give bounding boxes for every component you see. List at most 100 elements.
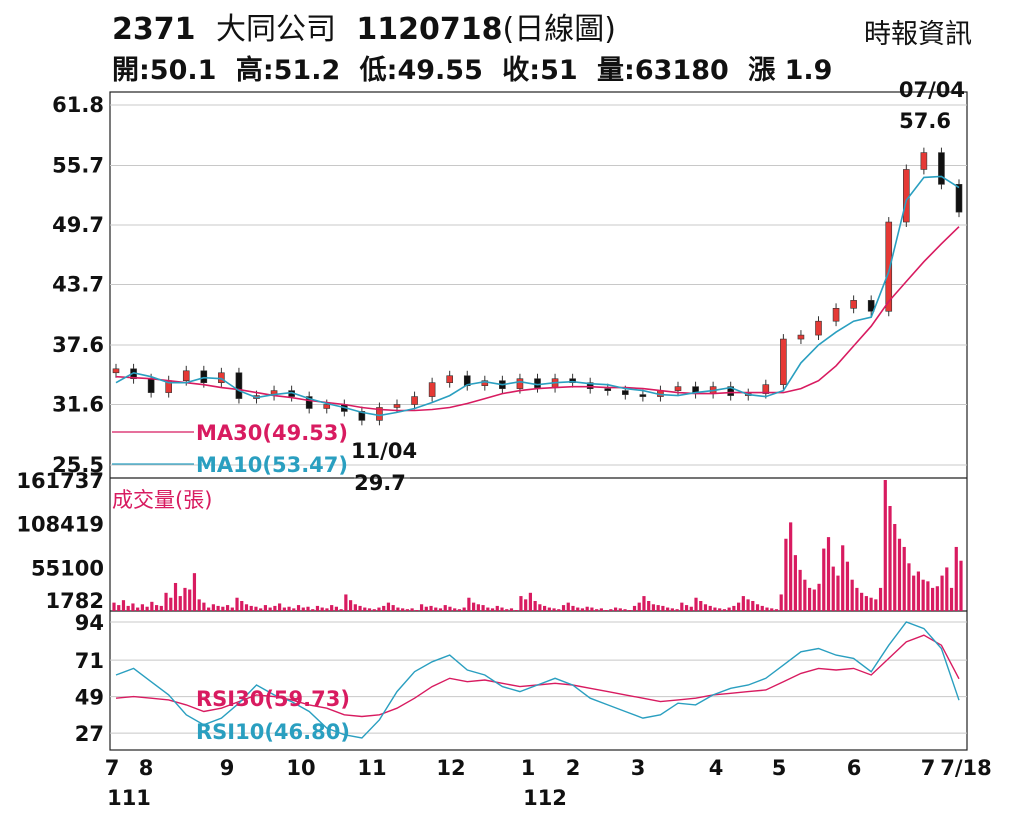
- candle-body: [358, 411, 366, 421]
- x-year-tick-label: 112: [523, 786, 567, 810]
- volume-bar: [509, 608, 514, 611]
- annotation-high-date: 07/04: [899, 78, 965, 102]
- x-month-tick-label: 2: [566, 756, 581, 780]
- candle-body: [569, 378, 576, 383]
- candle-body: [323, 404, 331, 409]
- volume-bar: [415, 610, 419, 611]
- candle-body: [446, 375, 453, 383]
- volume-bar: [580, 608, 585, 611]
- candle-body: [200, 370, 208, 383]
- volume-bar: [112, 602, 116, 611]
- x-month-tick-label: 5: [772, 756, 787, 780]
- volume-bar: [860, 592, 864, 611]
- volume-bar: [225, 605, 230, 611]
- volume-bar: [268, 607, 272, 611]
- volume-bar: [353, 604, 357, 611]
- candle-body: [639, 394, 647, 397]
- volume-bar: [538, 604, 542, 611]
- volume-bar: [902, 546, 906, 611]
- chart-kind: (日線圖): [502, 12, 616, 47]
- volume-bar: [675, 609, 679, 611]
- volume-bar: [348, 600, 353, 611]
- quote-line: 開:50.1 高:51.2 低:49.55 收:51 量:63180 漲 1.9: [112, 48, 842, 87]
- candle-body: [182, 370, 190, 382]
- volume-bar: [330, 605, 334, 611]
- x-month-tick-label: 11: [357, 756, 386, 780]
- volume-bar: [221, 606, 225, 611]
- candle-body: [586, 382, 594, 389]
- candle-body: [376, 407, 383, 421]
- volume-bar: [703, 604, 708, 611]
- volume-bar: [240, 600, 244, 611]
- volume-bar: [798, 569, 802, 611]
- volume-bar: [822, 548, 826, 611]
- volume-bar: [869, 597, 873, 611]
- volume-bar: [282, 607, 286, 611]
- volume-bar: [462, 607, 466, 611]
- ma10-line: [115, 175, 960, 417]
- quote-change: 漲 1.9: [748, 55, 833, 86]
- volume-bar: [136, 607, 140, 611]
- candle-body: [516, 378, 524, 389]
- volume-bar: [661, 605, 665, 611]
- volume-bar: [628, 610, 632, 611]
- volume-bar: [680, 602, 684, 611]
- volume-bar: [481, 605, 485, 611]
- volume-bar: [117, 605, 121, 611]
- volume-bar: [514, 610, 518, 611]
- volume-bar: [770, 608, 774, 611]
- chart-header: 2371 大同公司 1120718(日線圖): [112, 4, 626, 48]
- volume-bar: [656, 605, 660, 611]
- volume-bar: [396, 607, 400, 611]
- volume-bar: [315, 605, 320, 611]
- volume-bar: [812, 589, 816, 611]
- candle-body: [815, 320, 822, 336]
- annotation-high-value: 57.6: [899, 109, 951, 133]
- price-tick-label: 31.6: [52, 393, 104, 417]
- candle-body: [622, 390, 629, 395]
- volume-bar: [173, 582, 178, 611]
- candle-body: [955, 184, 963, 213]
- volume-bar: [334, 606, 338, 611]
- volume-bar: [311, 609, 315, 611]
- rsi-tick-label: 94: [75, 611, 104, 635]
- quote-close: 收:51: [502, 55, 578, 86]
- volume-bar: [131, 603, 135, 611]
- price-tick-label: 61.8: [52, 93, 104, 117]
- volume-bar: [940, 575, 944, 611]
- volume-bar: [154, 605, 159, 611]
- x-month-tick-label: 6: [847, 756, 862, 780]
- price-tick-label: 43.7: [52, 273, 104, 297]
- volume-bar: [524, 599, 528, 611]
- volume-bar: [874, 599, 878, 611]
- volume-bar: [841, 545, 845, 611]
- volume-bar: [926, 581, 930, 611]
- volume-bar: [211, 604, 215, 611]
- volume-bar: [363, 607, 367, 611]
- volume-bar: [931, 587, 935, 611]
- volume-bar: [831, 566, 835, 611]
- volume-bar: [533, 600, 537, 611]
- volume-bar: [746, 599, 750, 611]
- rsi30-legend-label: RSI30(59.73): [196, 687, 350, 711]
- volume-bar: [855, 587, 859, 611]
- volume-bar: [888, 505, 892, 611]
- plot-frame: [109, 91, 968, 751]
- candle-body: [235, 372, 243, 399]
- volume-bar: [424, 606, 428, 611]
- volume-bar: [472, 602, 476, 611]
- annotation-low-value: 29.7: [354, 471, 406, 495]
- volume-bar: [382, 605, 386, 611]
- volume-bar: [344, 594, 348, 611]
- data-source: 時報資訊: [864, 19, 972, 50]
- volume-bar: [140, 604, 144, 611]
- volume-bar: [192, 573, 197, 611]
- candle-body: [797, 334, 805, 340]
- volume-bar: [618, 608, 622, 611]
- x-month-tick-label: 12: [436, 756, 465, 780]
- volume-bar: [722, 609, 727, 611]
- volume-bar: [505, 609, 509, 611]
- volume-bar: [495, 605, 499, 611]
- volume-bar: [401, 608, 405, 611]
